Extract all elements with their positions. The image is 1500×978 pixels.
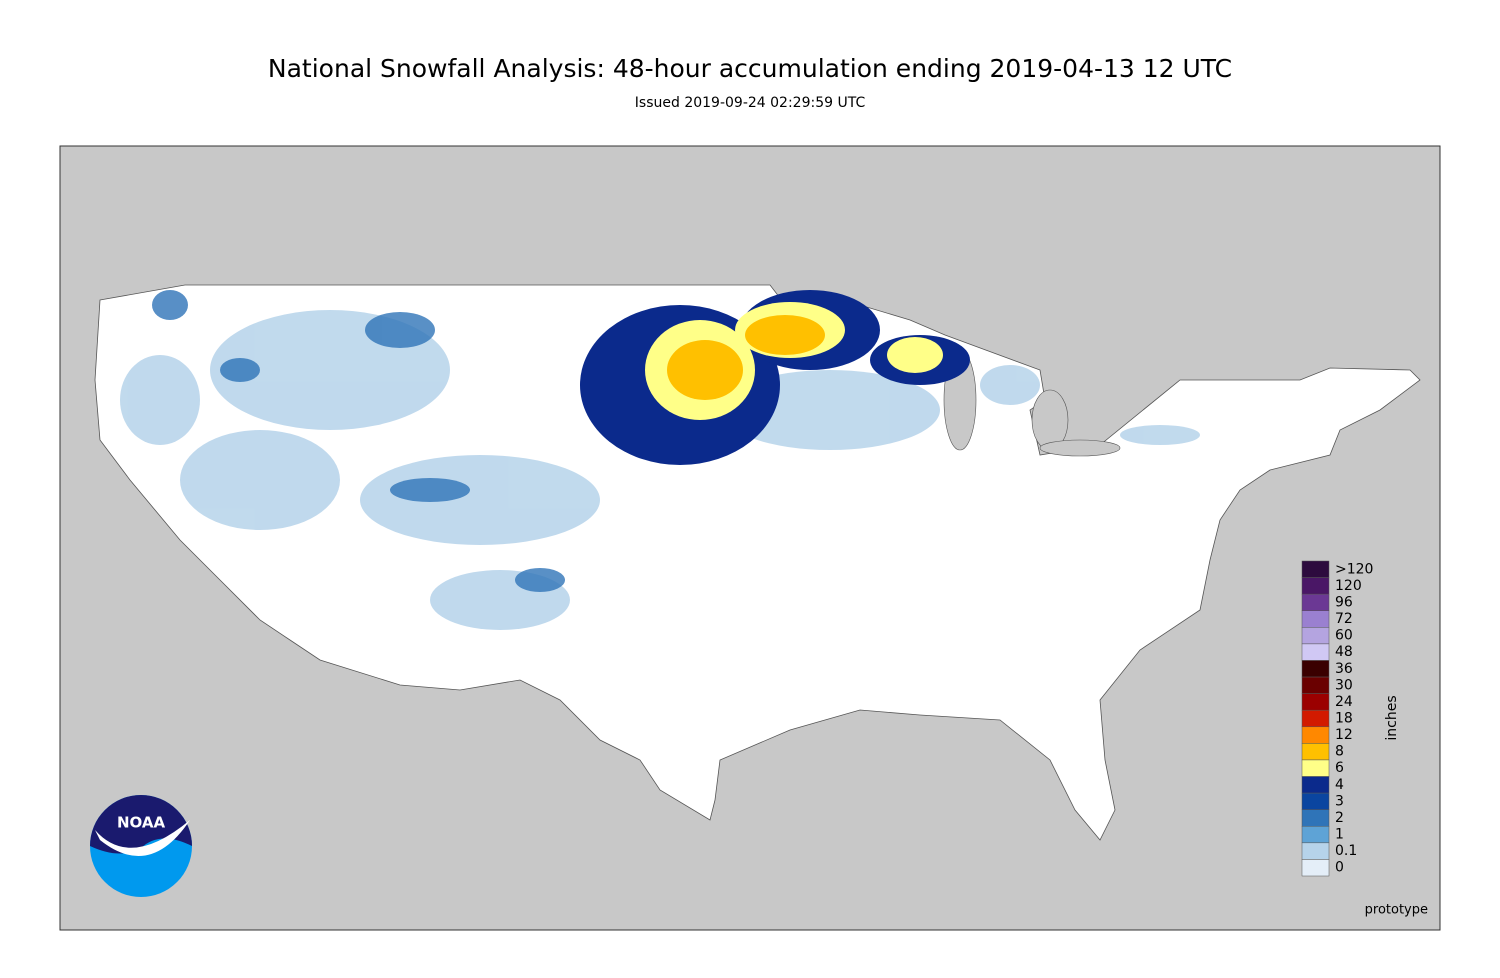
colorbar-swatch [1301,809,1330,827]
colorbar-tick-label: 96 [1335,594,1353,610]
colorbar-swatch [1301,726,1330,744]
lake [1039,439,1121,457]
snow-12 [667,340,743,400]
colorbar-tick-label: 3 [1335,793,1344,809]
colorbar-tick-label: 30 [1335,677,1353,693]
colorbar-swatch [1301,859,1330,877]
colorbar-swatch [1301,743,1330,761]
colorbar-tick-label: 6 [1335,760,1344,776]
colorbar-swatch [1301,759,1330,777]
colorbar-swatch [1301,643,1330,661]
colorbar-tick-label: 120 [1335,578,1362,594]
colorbar-swatch [1301,593,1330,611]
logo-text: NOAA [117,814,166,832]
colorbar-tick-label: 2 [1335,810,1344,826]
colorbar-swatch [1301,610,1330,628]
colorbar-tick-label: 24 [1335,694,1353,710]
colorbar-tick-label: 60 [1335,628,1353,644]
colorbar-tick-label: 72 [1335,611,1353,627]
footer: prototype [1365,903,1428,918]
colorbar-swatch [1301,792,1330,810]
colorbar-swatch [1301,577,1330,595]
colorbar-swatch [1301,842,1330,860]
colorbar-swatch [1301,776,1330,794]
snow-mid [152,290,565,592]
colorbar-tick-label: 0.1 [1335,843,1357,859]
colorbar-tick-label: 36 [1335,661,1353,677]
colorbar-swatch [1301,560,1330,578]
subtitle: Issued 2019-09-24 02:29:59 UTC [635,95,866,111]
colorbar-tick-label: 18 [1335,711,1353,727]
logo: NOAA [90,795,192,897]
colorbar-swatch [1301,693,1330,711]
snow-12 [745,315,825,355]
map: NOAA prototype [59,145,1441,931]
colorbar: inches >1201209672604836302418128643210.… [1301,560,1400,877]
colorbar-swatch [1301,826,1330,844]
colorbar-tick-label: 12 [1335,727,1353,743]
snow-8 [887,337,943,373]
colorbar-swatch [1301,660,1330,678]
title: National Snowfall Analysis: 48-hour accu… [268,54,1232,83]
colorbar-tick-label: 48 [1335,644,1353,660]
colorbar-swatch [1301,709,1330,728]
colorbar-tick-label: 8 [1335,744,1344,760]
colorbar-swatch [1301,627,1330,645]
colorbar-tick-label: >120 [1335,561,1373,577]
colorbar-tick-label: 1 [1335,827,1344,843]
colorbar-tick-label: 0 [1335,860,1344,876]
colorbar-label: inches [1384,695,1400,740]
colorbar-swatch [1301,676,1330,694]
colorbar-tick-label: 4 [1335,777,1344,793]
usa [94,284,1421,841]
